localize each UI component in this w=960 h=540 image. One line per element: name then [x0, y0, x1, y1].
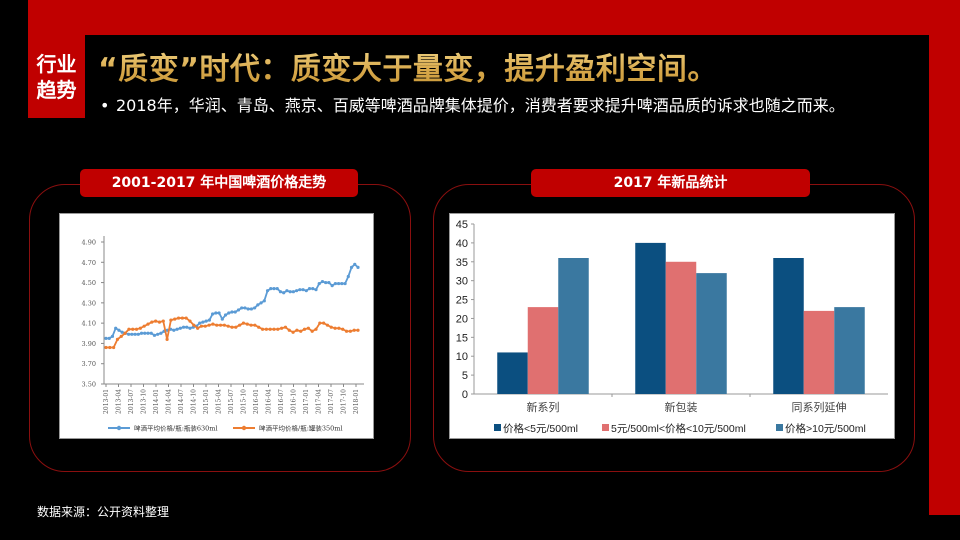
y-tick-label: 5 — [462, 370, 468, 382]
legend-item: 价格<5元/500ml — [503, 422, 578, 435]
legend-item: 5元/500ml<价格<10元/500ml — [611, 422, 746, 435]
y-tick-label: 20 — [456, 313, 468, 325]
data-source-note: 数据来源：公开资料整理 — [37, 505, 170, 519]
subtitle: • 2018年，华润、青岛、燕京、百威等啤酒品牌集体提价，消费者要求提升啤酒品质的… — [100, 92, 845, 116]
x-category-label: 同系列延伸 — [792, 400, 847, 414]
bar — [497, 352, 528, 394]
x-tick-label: 2016-01 — [253, 389, 260, 414]
legend-item: 啤酒平均价格/瓶:罐装350ml — [259, 424, 343, 433]
x-tick-label: 2014-10 — [191, 389, 198, 414]
bar — [803, 310, 835, 394]
x-category-label: 新包装 — [665, 400, 698, 414]
y-tick-label: 45 — [456, 219, 468, 231]
x-tick-label: 2017-04 — [316, 389, 323, 414]
x-tick-label: 2013-10 — [141, 389, 148, 414]
x-tick-label: 2017-01 — [303, 389, 310, 414]
x-tick-label: 2016-04 — [266, 389, 273, 414]
bar-chart: 0 5 10 15 20 25 30 35 40 45 新系列 新包装 同系列延伸价格<5元/500ml… — [449, 213, 895, 439]
x-tick-label: 2015-10 — [241, 389, 248, 414]
subtitle-text: 2018年，华润、青岛、燕京、百威等啤酒品牌集体提价，消费者要求提升啤酒品质的诉… — [116, 96, 845, 115]
y-tick-label: 30 — [456, 276, 468, 288]
y-tick-label: 3.90 — [82, 340, 96, 348]
x-tick-label: 2015-04 — [216, 389, 223, 414]
y-tick-label: 4.50 — [82, 279, 96, 287]
y-tick-label: 40 — [456, 238, 468, 250]
y-tick-label: 25 — [456, 295, 468, 307]
line-chart-canvas: 3.50 3.70 3.90 4.10 4.30 4.50 4.70 4.90 2013-01 2… — [82, 236, 364, 433]
x-tick-label: 2017-07 — [328, 389, 335, 414]
x-tick-label: 2017-10 — [341, 389, 348, 414]
x-tick-label: 2014-04 — [166, 389, 173, 414]
y-tick-label: 15 — [456, 332, 468, 344]
y-tick-label: 4.30 — [82, 299, 96, 307]
x-tick-label: 2016-07 — [278, 389, 285, 414]
section-tag-line2: 趋势 — [36, 77, 77, 102]
y-tick-label: 4.10 — [82, 320, 96, 328]
left-panel-title: 2001-2017 年中国啤酒价格走势 — [80, 169, 358, 197]
bar — [558, 258, 589, 394]
bar — [834, 307, 865, 394]
y-tick-label: 35 — [456, 257, 468, 269]
x-tick-label: 2014-01 — [153, 389, 160, 414]
section-tag-line1: 行业 — [36, 51, 77, 76]
section-tag: 行业 趋势 — [28, 35, 85, 118]
bar — [773, 258, 804, 394]
bar — [665, 261, 697, 394]
legend-item: 啤酒平均价格/瓶:瓶装630ml — [134, 424, 218, 433]
bar — [635, 242, 666, 394]
legend-item: 价格>10元/500ml — [785, 422, 866, 435]
x-tick-label: 2013-07 — [128, 389, 135, 414]
y-tick-label: 0 — [462, 389, 468, 401]
bullet-icon: • — [100, 96, 110, 115]
right-red-band — [929, 35, 960, 515]
bar-chart-canvas: 0 5 10 15 20 25 30 35 40 45 新系列 新包装 同系列延伸价格<5元/500ml… — [456, 219, 888, 435]
page-title: “质变”时代：质变大于量变，提升盈利空间。 — [98, 44, 718, 88]
x-tick-label: 2016-10 — [291, 389, 298, 414]
x-tick-label: 2014-07 — [178, 389, 185, 414]
y-tick-label: 4.70 — [82, 259, 96, 267]
x-tick-label: 2013-01 — [103, 389, 110, 414]
x-tick-label: 2015-01 — [203, 389, 210, 414]
x-tick-label: 2018-01 — [353, 389, 360, 414]
right-panel-title: 2017 年新品统计 — [531, 169, 810, 197]
x-tick-label: 2013-04 — [116, 389, 123, 414]
y-tick-label: 3.70 — [82, 360, 96, 368]
bar — [696, 273, 727, 394]
top-red-band — [28, 0, 960, 35]
y-tick-label: 3.50 — [82, 381, 96, 389]
x-category-label: 新系列 — [527, 400, 560, 414]
bar — [527, 307, 559, 394]
line-chart: 3.50 3.70 3.90 4.10 4.30 4.50 4.70 4.90 2013-01 2… — [59, 213, 374, 439]
y-tick-label: 10 — [456, 351, 468, 363]
y-tick-label: 4.90 — [82, 239, 96, 247]
x-tick-label: 2015-07 — [228, 389, 235, 414]
